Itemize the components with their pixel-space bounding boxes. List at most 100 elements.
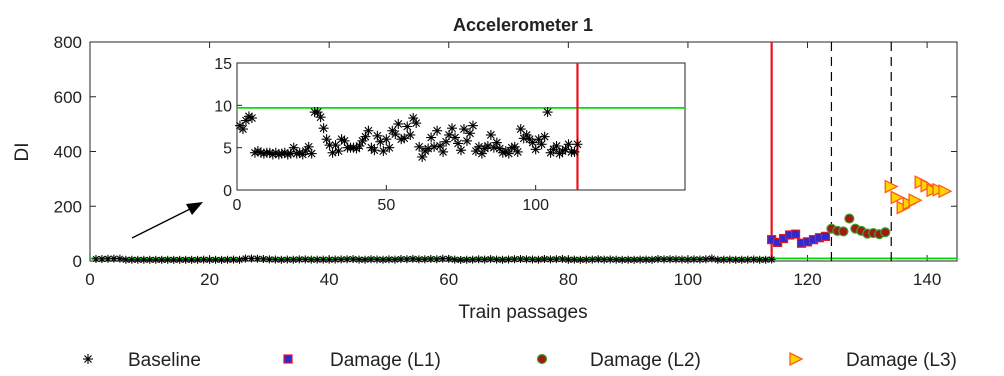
data-point	[396, 255, 405, 264]
x-tick-label: 20	[200, 270, 219, 289]
data-point	[689, 255, 698, 264]
legend-label: Baseline	[128, 350, 201, 371]
inset-data-point	[354, 140, 365, 151]
inset-data-point	[414, 141, 425, 152]
inset-x-tick-label: 50	[377, 197, 395, 214]
legend-marker	[283, 354, 293, 364]
data-point	[725, 255, 734, 264]
inset-data-point	[491, 137, 502, 148]
data-point	[301, 255, 310, 264]
data-point	[151, 255, 160, 264]
inset-data-point	[237, 124, 248, 135]
data-point	[707, 254, 716, 263]
data-point	[665, 255, 674, 264]
inset-data-point	[569, 146, 580, 157]
data-point	[606, 255, 615, 264]
data-point	[790, 229, 801, 239]
data-point	[743, 255, 752, 264]
data-point	[408, 254, 417, 263]
inset-data-point	[384, 142, 395, 153]
legend-item: Damage (L2)	[536, 350, 701, 371]
inset-data-point	[363, 125, 374, 136]
inset-data-point	[423, 143, 434, 154]
data-point	[474, 255, 483, 264]
data-point	[636, 255, 645, 264]
inset-pointer-arrow	[131, 207, 193, 239]
data-point	[890, 190, 905, 205]
data-point	[456, 255, 465, 264]
data-point	[235, 255, 244, 264]
data-point	[576, 255, 585, 264]
inset-data-point	[393, 118, 404, 129]
inset-data-point	[441, 136, 452, 147]
legend-marker	[83, 354, 93, 364]
inset-data-point	[447, 123, 458, 134]
inset-data-point	[333, 146, 344, 157]
data-point	[181, 255, 190, 264]
inset-data-point	[542, 107, 553, 118]
inset-data-point	[485, 129, 496, 140]
legend-marker	[536, 353, 548, 365]
data-point	[713, 255, 722, 264]
inset-y-tick-label: 15	[214, 56, 232, 73]
inset-data-point	[318, 123, 329, 134]
inset-data-point	[405, 129, 416, 140]
x-axis-label: Train passages	[458, 302, 587, 323]
x-tick-label: 100	[674, 270, 702, 289]
data-point	[193, 255, 202, 264]
inset-data-point	[432, 125, 443, 136]
data-point	[205, 255, 214, 264]
inset-data-point	[246, 113, 257, 124]
inset-data-point	[488, 142, 499, 153]
data-point	[761, 255, 770, 264]
inset-data-point	[509, 141, 520, 152]
inset-y-tick-label: 0	[223, 183, 232, 200]
inset-data-point	[438, 146, 449, 157]
inset-data-point	[357, 135, 368, 146]
x-tick-label: 60	[439, 270, 458, 289]
data-point	[570, 255, 579, 264]
series-damage-l2	[826, 213, 891, 240]
series-baseline	[91, 254, 776, 264]
inset-data-point	[315, 112, 326, 123]
inset-data-point	[464, 128, 475, 139]
inset-data-point	[426, 132, 437, 143]
inset-data-point	[458, 124, 469, 135]
data-point	[844, 213, 855, 224]
legend-label: Damage (L2)	[590, 350, 701, 371]
x-tick-label: 80	[559, 270, 578, 289]
data-point	[115, 254, 124, 263]
inset-data-point	[536, 139, 547, 150]
inset-data-point	[482, 140, 493, 151]
inset-data-point	[515, 124, 526, 135]
data-point	[498, 255, 507, 264]
data-point	[121, 255, 130, 264]
inset-data-point	[399, 133, 410, 144]
inset-data-point	[402, 121, 413, 132]
y-axis-label: DI	[12, 143, 33, 162]
inset-y-tick-label: 10	[214, 98, 232, 115]
data-point	[450, 255, 459, 264]
inset-data-point	[306, 148, 317, 159]
x-tick-label: 120	[793, 270, 821, 289]
data-point	[880, 227, 891, 238]
data-point	[522, 255, 531, 264]
inset-data-point	[330, 140, 341, 151]
inset-data-point	[369, 145, 380, 156]
y-tick-label: 600	[54, 88, 82, 107]
legend-label: Damage (L3)	[846, 350, 957, 371]
inset-data-point	[327, 147, 338, 158]
inset-data-point	[321, 134, 332, 145]
data-point	[259, 255, 268, 264]
y-tick-label: 200	[54, 197, 82, 216]
inset-data-point	[539, 131, 550, 142]
data-point	[838, 226, 849, 237]
inset-data-point	[450, 132, 461, 143]
data-point	[654, 255, 663, 264]
inset-data-point	[572, 139, 583, 150]
inset-data-point	[381, 134, 392, 145]
inset-data-point	[390, 129, 401, 140]
legend-item: Damage (L3)	[789, 350, 957, 371]
inset-series-baseline	[234, 107, 583, 162]
